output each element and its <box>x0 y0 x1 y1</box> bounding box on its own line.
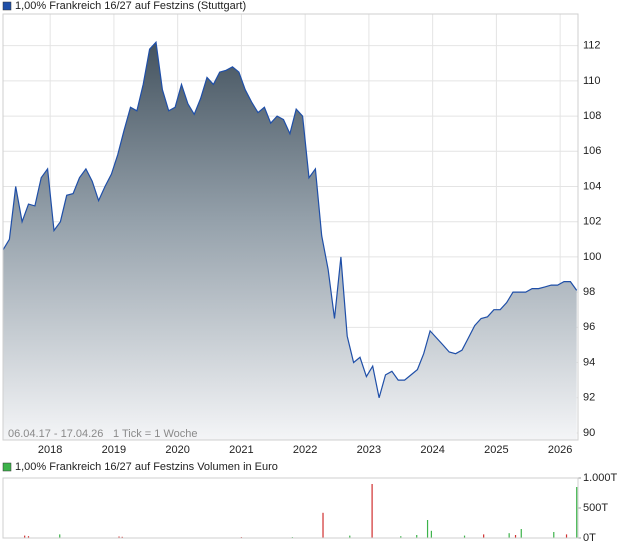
x-tick-label: 2024 <box>420 444 444 456</box>
volume-bar <box>349 535 351 538</box>
x-tick-label: 2023 <box>357 444 381 456</box>
legend-label: 1,00% Frankreich 16/27 auf Festzins Volu… <box>15 461 278 473</box>
y-tick-label: 94 <box>583 356 595 368</box>
volume-bar <box>24 535 26 538</box>
y-tick-label: 500T <box>583 502 608 514</box>
x-tick-label: 2025 <box>484 444 508 456</box>
volume-bar <box>463 535 466 538</box>
y-tick-label: 100 <box>583 251 601 263</box>
y-tick-label: 0T <box>583 532 596 544</box>
volume-bar <box>416 535 418 538</box>
x-tick-label: 2021 <box>229 444 253 456</box>
volume-bar <box>322 512 324 538</box>
legend-swatch <box>2 1 12 11</box>
x-tick-label: 2022 <box>293 444 317 456</box>
price-line <box>2 40 578 398</box>
volume-bar <box>27 536 30 538</box>
volume-bar <box>426 520 429 538</box>
y-tick-label: 104 <box>583 180 601 192</box>
volume-bar <box>400 536 402 538</box>
x-tick-label: 2020 <box>165 444 189 456</box>
y-tick-label: 108 <box>583 110 601 122</box>
x-tick-label: 2018 <box>38 444 62 456</box>
volume-bar <box>576 487 578 538</box>
volume-bar <box>59 534 61 538</box>
plot-frame <box>2 13 579 441</box>
y-tick-label: 96 <box>583 321 595 333</box>
volume-bar <box>520 529 522 538</box>
y-tick-label: 1.000T <box>583 472 618 484</box>
volume-bar <box>118 536 120 538</box>
y-tick-label: 102 <box>583 216 601 228</box>
y-tick-label: 92 <box>583 392 595 404</box>
legend-label: 1,00% Frankreich 16/27 auf Festzins (Stu… <box>15 0 246 12</box>
volume-bar <box>371 484 373 538</box>
y-tick-label: 106 <box>583 145 601 157</box>
y-tick-label: 110 <box>583 75 601 87</box>
volume-bar <box>514 535 517 538</box>
y-tick-label: 98 <box>583 286 595 298</box>
plot-frame <box>2 477 579 539</box>
volume-bar <box>565 534 568 538</box>
y-tick-label: 90 <box>583 427 595 439</box>
volume-bar <box>121 536 123 538</box>
volume-bar <box>553 532 555 538</box>
volume-bar <box>483 534 485 538</box>
legend-swatch <box>2 462 12 472</box>
volume-bar <box>508 533 510 538</box>
x-tick-label: 2026 <box>548 444 572 456</box>
price-area <box>3 42 577 440</box>
x-tick-label: 2019 <box>102 444 126 456</box>
annotation: 06.04.17 - 17.04.26 <box>8 428 103 440</box>
annotation: 1 Tick = 1 Woche <box>113 428 197 440</box>
y-tick-label: 112 <box>583 40 601 52</box>
volume-bar <box>430 530 432 538</box>
